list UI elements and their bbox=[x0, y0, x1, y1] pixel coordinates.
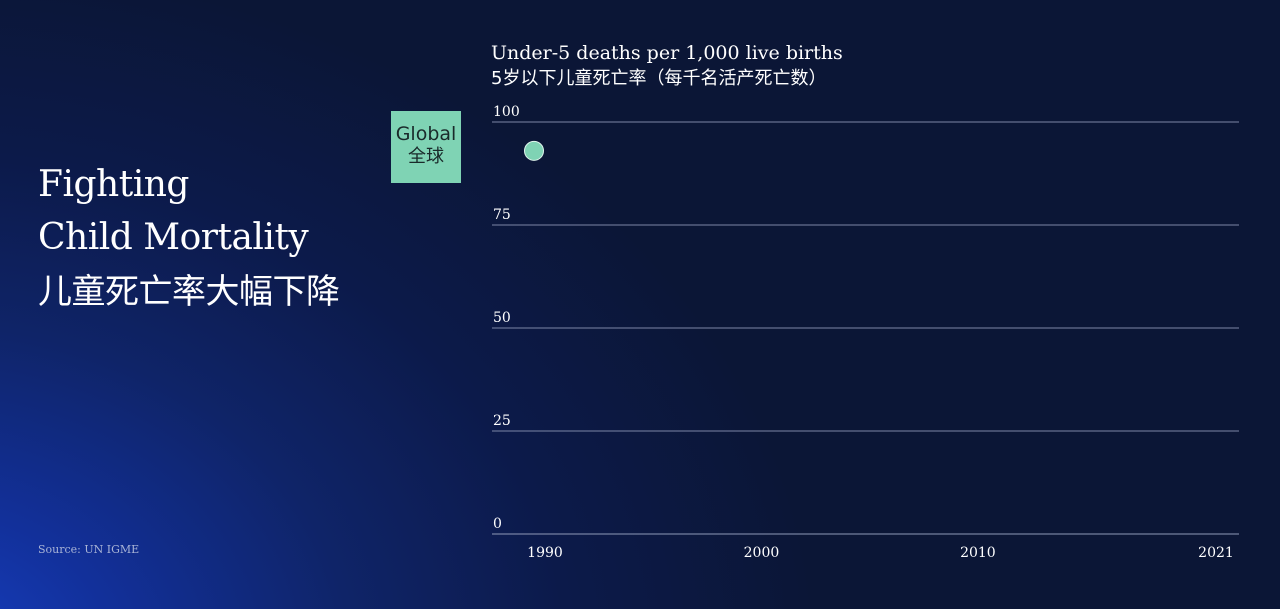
y-axis-label: Under-5 deaths per 1,000 live births 5岁以… bbox=[491, 40, 843, 92]
y-tick-label: 0 bbox=[493, 516, 502, 532]
y-tick-label: 25 bbox=[493, 413, 511, 429]
y-tick-label: 50 bbox=[493, 310, 511, 326]
legend-label-en: Global bbox=[395, 123, 457, 145]
chart-title: Fighting Child Mortality 儿童死亡率大幅下降 bbox=[38, 158, 340, 320]
title-line-1: Fighting bbox=[38, 164, 189, 205]
x-tick-label: 2010 bbox=[960, 545, 996, 561]
x-tick-label: 1990 bbox=[527, 545, 563, 561]
source-note: Source: UN IGME bbox=[38, 543, 140, 556]
y-axis-label-en: Under-5 deaths per 1,000 live births bbox=[491, 42, 843, 64]
y-tick-label: 75 bbox=[493, 207, 511, 223]
legend-global: Global 全球 bbox=[391, 111, 461, 183]
y-tick-label: 100 bbox=[493, 104, 520, 120]
x-tick-label: 2000 bbox=[744, 545, 780, 561]
legend-label-zh: 全球 bbox=[408, 146, 444, 167]
title-line-2: Child Mortality bbox=[38, 217, 309, 258]
x-tick-label: 2021 bbox=[1198, 545, 1234, 561]
y-axis-label-zh: 5岁以下儿童死亡率（每千名活产死亡数） bbox=[491, 68, 827, 89]
title-line-3: 儿童死亡率大幅下降 bbox=[38, 272, 340, 312]
data-point-global[interactable] bbox=[524, 140, 544, 161]
